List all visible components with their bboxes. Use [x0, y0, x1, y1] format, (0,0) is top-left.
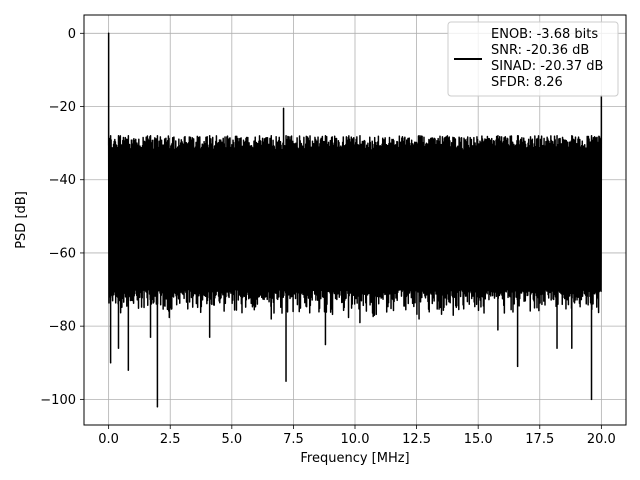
x-axis-ticks: 0.0 2.5 5.0 7.5 10.0 12.5 15.0 17.5 20.0 — [98, 425, 616, 447]
psd-extreme-point — [149, 336, 152, 338]
y-tick-label: −40 — [49, 173, 76, 188]
psd-extreme-point — [497, 329, 499, 331]
psd-extreme-point — [209, 336, 211, 338]
psd-extreme-point — [517, 365, 519, 368]
legend-sinad: SINAD: -20.37 dB — [491, 59, 603, 74]
psd-trace — [107, 32, 603, 408]
y-tick-label: −100 — [40, 393, 76, 408]
legend-snr: SNR: -20.36 dB — [491, 43, 589, 58]
psd-extreme-point — [556, 347, 558, 349]
psd-extreme-point — [110, 362, 112, 364]
y-axis-ticks: 0 −20 −40 −60 −80 −100 — [40, 27, 84, 408]
y-tick-label: −60 — [49, 246, 76, 261]
x-tick-label: 7.5 — [283, 432, 304, 447]
psd-extreme-point — [270, 318, 272, 320]
psd-extreme-point — [127, 369, 129, 371]
x-tick-label: 12.5 — [402, 432, 431, 447]
legend-enob: ENOB: -3.68 bits — [491, 27, 598, 42]
legend: ENOB: -3.68 bits SNR: -20.36 dB SINAD: -… — [447, 21, 619, 97]
psd-extreme-point — [590, 398, 593, 400]
psd-extreme-point — [108, 32, 110, 34]
psd-extreme-point — [156, 406, 159, 408]
legend-box — [447, 21, 619, 97]
x-tick-label: 2.5 — [160, 432, 181, 447]
x-tick-label: 5.0 — [221, 432, 242, 447]
psd-extreme-point — [285, 380, 287, 382]
x-tick-label: 20.0 — [587, 432, 616, 447]
y-axis-label: PSD [dB] — [14, 191, 29, 249]
y-tick-label: 0 — [68, 27, 76, 42]
psd-extreme-point — [571, 347, 573, 349]
x-tick-label: 17.5 — [525, 432, 554, 447]
psd-extreme-point — [418, 318, 420, 320]
y-tick-label: −20 — [49, 100, 76, 115]
x-tick-label: 10.0 — [341, 432, 370, 447]
legend-sfdr: SFDR: 8.26 — [491, 75, 563, 90]
psd-extreme-point — [117, 347, 120, 349]
y-tick-label: −80 — [49, 320, 76, 335]
psd-extreme-point — [359, 321, 361, 324]
x-axis-label: Frequency [MHz] — [300, 451, 409, 466]
psd-extreme-point — [282, 107, 285, 109]
x-tick-label: 15.0 — [464, 432, 493, 447]
x-tick-label: 0.0 — [98, 432, 119, 447]
psd-extreme-point — [324, 343, 327, 346]
